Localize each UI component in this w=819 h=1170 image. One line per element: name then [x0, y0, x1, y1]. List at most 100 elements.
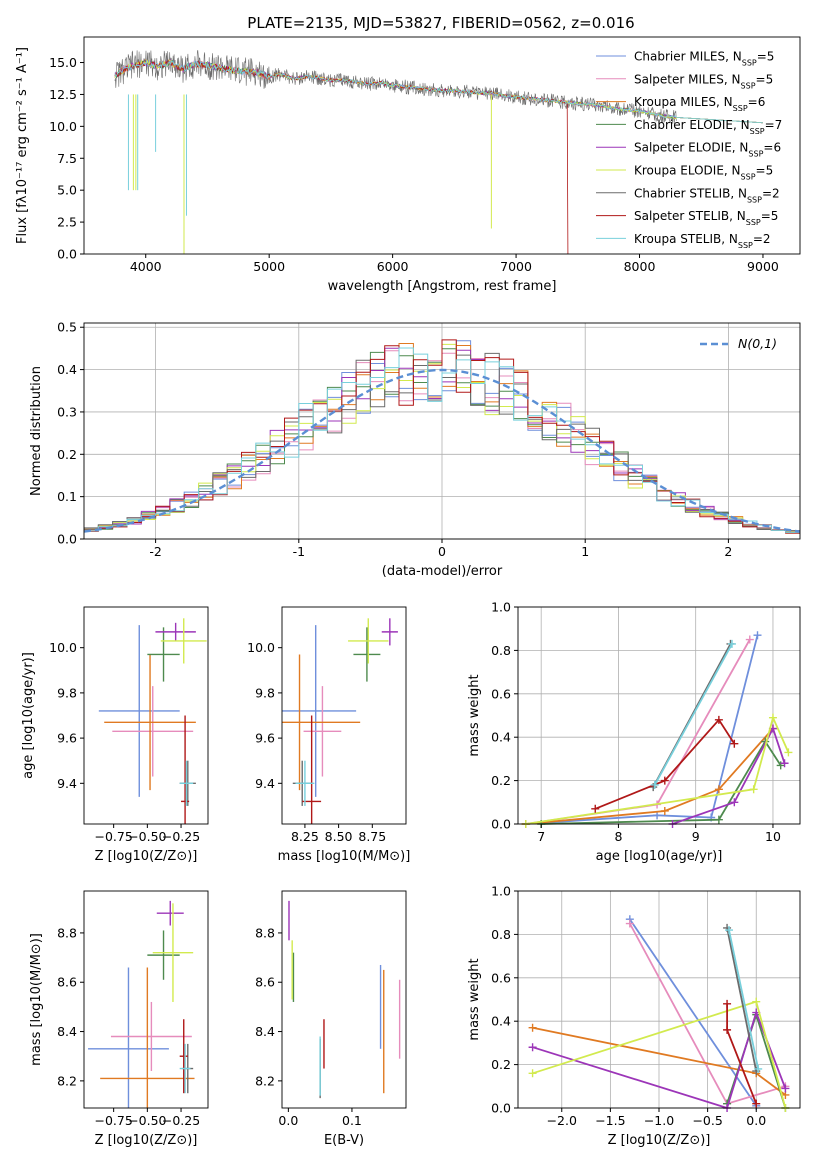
- legend-entry: Chabrier STELIB, NSSP=2: [634, 186, 780, 204]
- y-tick-label: 7.5: [57, 151, 77, 166]
- legend-entry: Chabrier ELODIE, NSSP=7: [634, 118, 782, 136]
- y-axis-label: Flux [fλ10⁻¹⁷ erg cm⁻² s⁻¹ A⁻¹]: [15, 47, 30, 244]
- axes-frame: [281, 890, 407, 1109]
- x-tick-label: 10: [765, 829, 781, 844]
- legend: Chabrier MILES, NSSP=5 Salpeter MILES, NS…: [596, 50, 782, 250]
- y-tick-label: 8.6: [57, 975, 77, 990]
- mass-weight-point: [754, 1064, 763, 1073]
- x-tick-label: −0.50: [128, 1113, 166, 1128]
- y-tick-label: 8.2: [255, 1073, 275, 1088]
- y-axis-label: mass [log10(M/M⊙)]: [29, 933, 44, 1066]
- y-tick-label: 2.5: [57, 215, 77, 230]
- mass-weight-point: [528, 1069, 537, 1078]
- x-axis-label: Z [log10(Z/Z⊙)]: [95, 1133, 198, 1148]
- x-tick-label: 5000: [253, 259, 285, 274]
- mass-weight-point: [784, 748, 793, 757]
- x-tick-label: -2: [149, 544, 161, 559]
- mass-weight-point: [650, 780, 659, 789]
- y-tick-label: 0.4: [57, 362, 77, 377]
- x-tick-label: −0.25: [162, 1113, 200, 1128]
- y-tick-label: 8.8: [57, 925, 77, 940]
- y-tick-label: 0.0: [57, 247, 77, 262]
- x-tick-label: 0.0: [278, 1113, 298, 1128]
- mass-weight-point: [591, 804, 600, 813]
- mass-weight-line: [541, 739, 782, 825]
- y-tick-label: 1.0: [491, 600, 511, 615]
- axes-frame: [281, 606, 407, 825]
- y-tick-label: 0.8: [491, 927, 511, 942]
- y-tick-label: 8.8: [255, 925, 275, 940]
- x-tick-label: −0.25: [162, 829, 200, 844]
- mass-vs-ebv-panel: 0.0 0.1 8.2 8.4 8.6 8.8 E(B-V): [255, 890, 407, 1148]
- x-tick-label: −0.75: [94, 829, 132, 844]
- y-tick-label: 5.0: [57, 183, 77, 198]
- x-tick-label: -1: [293, 544, 305, 559]
- mass-weight-point: [723, 1025, 732, 1034]
- y-tick-label: 0.0: [491, 1101, 511, 1116]
- mass-weight-vs-age-panel: 7 8 9 10 0.0 0.2 0.4 0.6 0.8 1.0 age [log10(age/yr…: [467, 600, 801, 864]
- spectrum-line: [114, 59, 569, 254]
- legend-entry: Salpeter STELIB, NSSP=5: [634, 209, 778, 227]
- legend-entry: Kroupa ELODIE, NSSP=5: [634, 164, 773, 182]
- axes-frame: [83, 890, 209, 1109]
- mass-weight-line: [728, 929, 760, 1070]
- y-tick-label: 0.5: [57, 320, 77, 335]
- mass-weight-line: [532, 1009, 787, 1110]
- x-axis-label: E(B-V): [324, 1133, 364, 1148]
- y-tick-label: 9.8: [255, 685, 275, 700]
- spectrum-line: [114, 59, 763, 124]
- x-tick-label: 1: [581, 544, 589, 559]
- y-tick-label: 9.6: [255, 731, 275, 746]
- histogram-step: [84, 347, 800, 533]
- histogram-step: [84, 339, 800, 534]
- mass-weight-line: [525, 715, 790, 825]
- y-tick-label: 0.2: [491, 773, 511, 788]
- axes-frame: [83, 36, 801, 255]
- x-tick-label: 9000: [747, 259, 779, 274]
- y-tick-label: 0.0: [491, 817, 511, 832]
- y-tick-label: 8.6: [255, 975, 275, 990]
- legend-entry: Kroupa STELIB, NSSP=2: [634, 232, 771, 250]
- mass-weight-point: [660, 776, 669, 785]
- mass-weight-point: [660, 806, 669, 815]
- gaussian-reference-curve: [83, 368, 801, 533]
- y-tick-label: 0.8: [491, 643, 511, 658]
- y-tick-label: 8.4: [57, 1024, 77, 1039]
- x-axis-label: Z [log10(Z/Z⊙)]: [608, 1133, 711, 1148]
- mass-weight-point: [749, 785, 758, 794]
- mass-weight-point: [528, 1043, 537, 1052]
- legend-entry: Salpeter ELODIE, NSSP=6: [634, 141, 781, 159]
- y-tick-label: 9.4: [255, 776, 275, 791]
- mass-weight-line: [594, 718, 736, 810]
- mass-weight-point: [768, 713, 777, 722]
- mass-weight-point: [728, 639, 737, 648]
- mass-weight-point: [780, 759, 789, 768]
- x-tick-label: 8.75: [358, 829, 386, 844]
- mass-weight-point: [753, 631, 762, 640]
- y-tick-label: 0.6: [491, 970, 511, 985]
- mass-weight-line: [629, 918, 757, 1107]
- x-tick-label: 7000: [500, 259, 532, 274]
- x-axis-label: Z [log10(Z/Z⊙)]: [95, 849, 198, 864]
- legend-entry: N(0,1): [738, 336, 777, 351]
- y-tick-label: 12.5: [49, 87, 77, 102]
- mass-weight-point: [752, 997, 761, 1006]
- y-tick-label: 0.4: [491, 1014, 511, 1029]
- y-tick-label: 15.0: [49, 55, 77, 70]
- y-tick-label: 9.6: [57, 731, 77, 746]
- spectrum-panel: 4000 5000 6000 7000 8000 9000 0.0 2.5 5.0 7.5 10.0…: [15, 36, 801, 294]
- x-tick-label: −0.50: [128, 829, 166, 844]
- mass-weight-point: [625, 919, 634, 928]
- x-tick-label: −0.75: [94, 1113, 132, 1128]
- x-tick-label: 0: [438, 544, 446, 559]
- y-tick-label: 10.0: [49, 119, 77, 134]
- y-tick-label: 0.6: [491, 686, 511, 701]
- mass-weight-point: [730, 798, 739, 807]
- residual-histogram-panel: -2 -1 0 1 2 0.0 0.1 0.2 0.3 0.4 0.5 (data-model)/er…: [29, 320, 801, 579]
- mass-weight-point: [714, 715, 723, 724]
- x-tick-label: 8: [614, 829, 622, 844]
- y-tick-label: 0.1: [57, 489, 77, 504]
- y-tick-label: 0.3: [57, 404, 77, 419]
- x-tick-label: 8.50: [325, 829, 353, 844]
